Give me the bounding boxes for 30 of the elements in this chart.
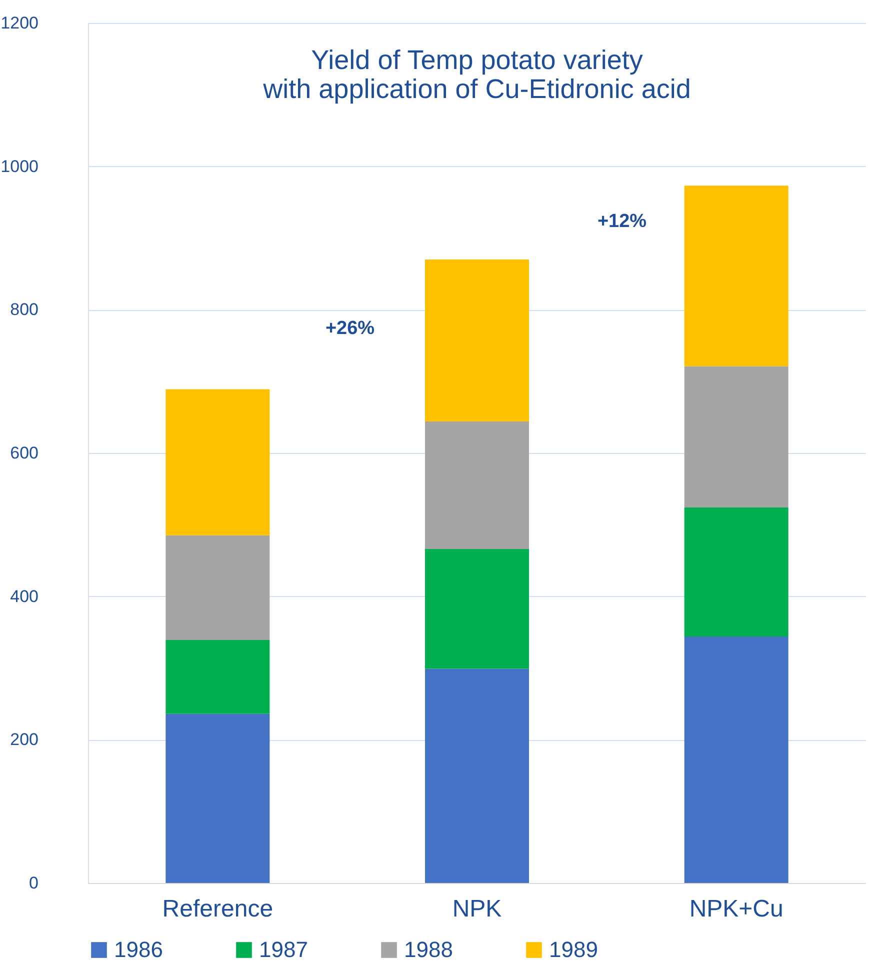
- text: Yield of Temp potato variety: [311, 45, 643, 75]
- annotation: +26%: [325, 318, 375, 339]
- x-tick-label: NPK+Cu: [689, 896, 784, 922]
- bar: [684, 186, 788, 366]
- y-tick-label: 200: [10, 730, 38, 750]
- legend-label: 1988: [404, 937, 453, 962]
- annotation: +12%: [597, 211, 647, 232]
- legend-label: 1987: [259, 937, 308, 962]
- y-tick-label: 600: [10, 444, 38, 462]
- text: with application of Cu-Etidronic acid: [263, 74, 691, 104]
- bar: [166, 640, 270, 714]
- legend-label: 1986: [114, 937, 163, 962]
- bar: [425, 668, 529, 883]
- bar: [684, 507, 788, 636]
- x-tick-label: Reference: [162, 896, 274, 922]
- bar: [684, 636, 788, 883]
- bar: [684, 366, 788, 508]
- bar: [166, 535, 270, 640]
- y-tick-label: 0: [29, 874, 38, 892]
- y-tick-label: 1200: [0, 14, 38, 32]
- bar: [425, 421, 529, 550]
- y-tick-label: 800: [10, 300, 38, 320]
- x-tick-label: NPK: [452, 896, 502, 922]
- bar: [425, 549, 529, 669]
- bar: [425, 260, 529, 422]
- bar: [166, 389, 270, 536]
- y-tick-label: 400: [10, 586, 38, 606]
- y-tick-label: 1000: [0, 156, 38, 176]
- bar: [166, 714, 270, 883]
- legend-label: 1989: [549, 937, 598, 962]
